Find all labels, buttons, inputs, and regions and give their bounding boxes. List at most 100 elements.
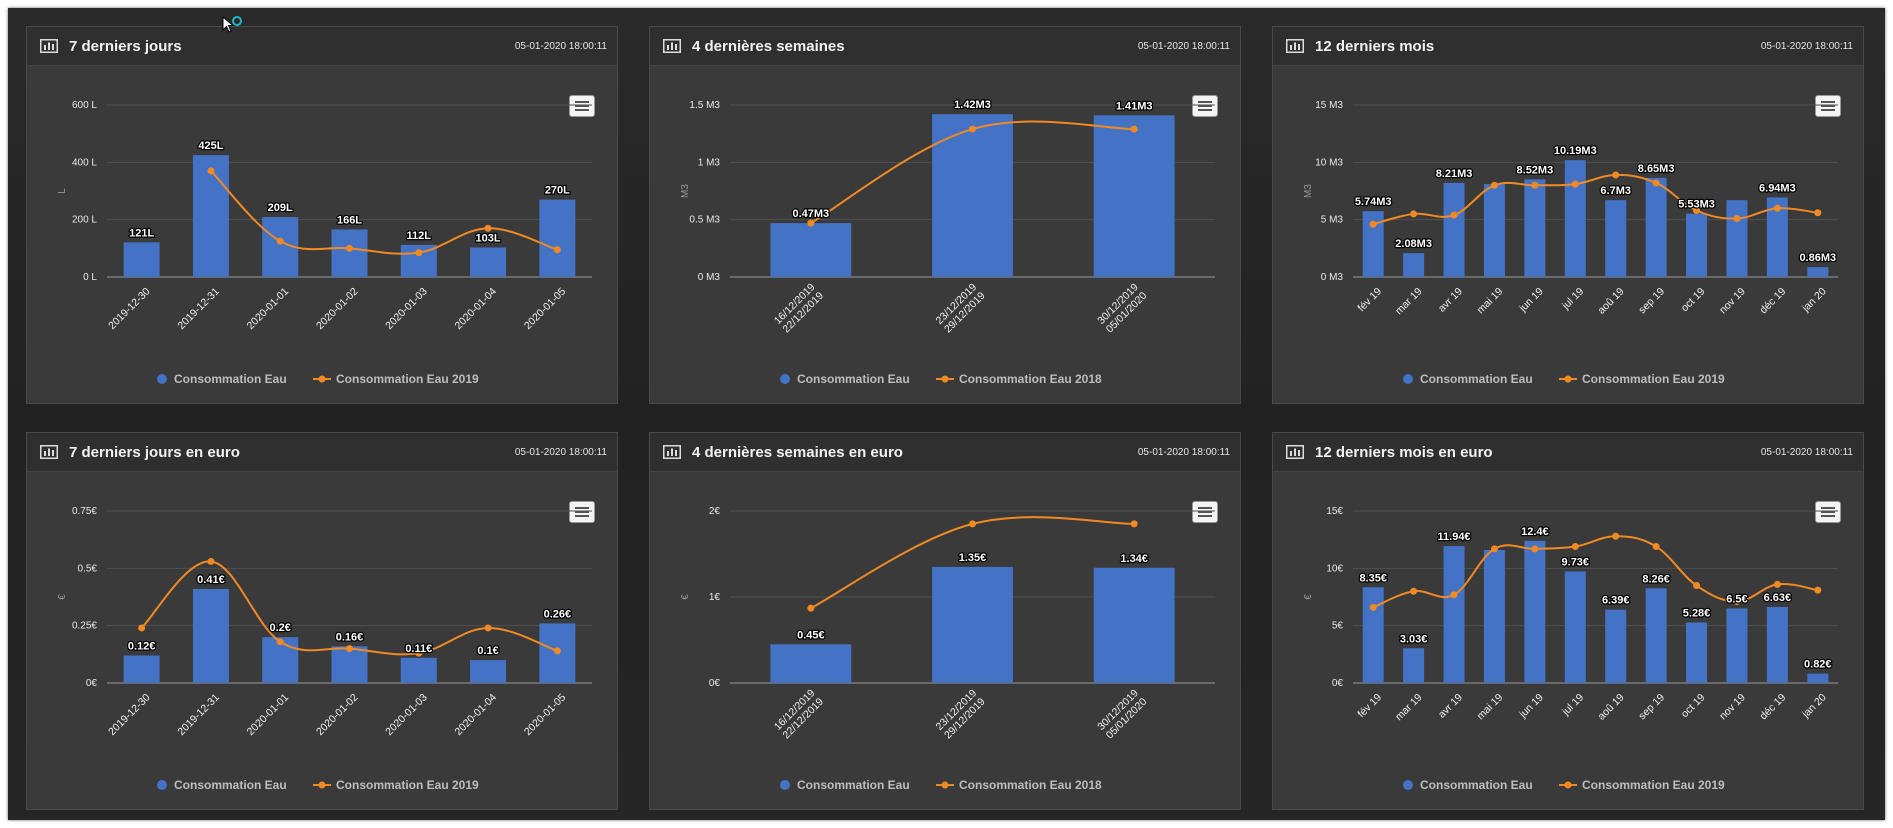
- bar: [1726, 200, 1748, 277]
- svg-text:avr 19: avr 19: [1436, 285, 1465, 314]
- bar: [470, 660, 507, 683]
- svg-text:2020-01-05: 2020-01-05: [522, 285, 569, 332]
- line-point: [1130, 125, 1138, 133]
- series-line: [1372, 173, 1818, 226]
- svg-text:nov 19: nov 19: [1717, 691, 1748, 722]
- svg-text:2020-01-04: 2020-01-04: [453, 691, 500, 738]
- legend-bar-swatch: [780, 374, 790, 384]
- bar: [400, 657, 437, 683]
- hamburger-menu-icon[interactable]: [1815, 501, 1841, 523]
- legend-item-label[interactable]: Consommation Eau 2019: [1582, 372, 1725, 386]
- x-tick-label: sep 19: [1636, 691, 1667, 722]
- data-label: 9.73€: [1562, 556, 1590, 568]
- line-point: [415, 249, 423, 257]
- data-label: 0.86M3: [1799, 252, 1836, 264]
- hamburger-menu-icon[interactable]: [569, 95, 595, 117]
- x-tick-label: 2020-01-03: [383, 691, 430, 738]
- chart: 0€ 1€ 2€ €0.45€ 1.35€ 1.34€ 16/12/201922/12/20…: [680, 506, 1215, 792]
- line-point: [1410, 587, 1418, 595]
- y-tick-label: 10 M3: [1315, 157, 1343, 168]
- hamburger-menu-icon[interactable]: [569, 501, 595, 523]
- y-tick-label: 15€: [1326, 506, 1343, 517]
- x-tick-label: sep 19: [1636, 285, 1667, 316]
- hamburger-menu-icon[interactable]: [1815, 95, 1841, 117]
- chart-panel: 4 dernières semaines 05-01-2020 18:00:11 0…: [649, 26, 1241, 404]
- bar: [1093, 115, 1175, 277]
- line-point: [484, 624, 492, 632]
- y-tick-label: 0€: [1332, 678, 1344, 689]
- x-tick-label: 2020-01-01: [245, 691, 292, 738]
- legend-bar-swatch: [1403, 374, 1413, 384]
- legend-item-label[interactable]: Consommation Eau: [1420, 372, 1533, 386]
- legend: Consommation Eau Consommation Eau 2019: [157, 372, 479, 386]
- legend-line-marker: [1564, 781, 1572, 789]
- bar: [1766, 197, 1788, 277]
- line-point: [1450, 211, 1458, 219]
- legend-item-label[interactable]: Consommation Eau: [174, 372, 287, 386]
- legend-item-label[interactable]: Consommation Eau: [797, 778, 910, 792]
- x-tick-label: nov 19: [1717, 285, 1748, 316]
- y-tick-label: 10€: [1326, 563, 1343, 574]
- legend-item-label[interactable]: Consommation Eau 2019: [336, 372, 479, 386]
- legend-item-label[interactable]: Consommation Eau 2018: [959, 372, 1102, 386]
- line-point: [1410, 210, 1418, 218]
- y-tick-label: 15 M3: [1315, 100, 1343, 111]
- x-tick-label: mai 19: [1475, 285, 1506, 316]
- chart: 0€ 5€ 10€ 15€ €8.35€ 3.03€ 11.94€ 12.4€ 9.73€ 6.3…: [1303, 506, 1838, 792]
- panel-timestamp: 05-01-2020 18:00:11: [1760, 41, 1853, 52]
- panel-timestamp: 05-01-2020 18:00:11: [1137, 41, 1230, 52]
- line-point: [207, 167, 215, 175]
- bar: [192, 155, 229, 277]
- svg-text:déc 19: déc 19: [1758, 691, 1789, 722]
- bar: [1807, 267, 1829, 277]
- data-label: 103L: [476, 232, 501, 244]
- bar: [770, 644, 852, 683]
- chart: 0 M3 0.5 M3 1 M3 1.5 M3 M3 0.47M3 1.42M3 1.41M3…: [680, 98, 1215, 386]
- legend-item-label[interactable]: Consommation Eau 2019: [336, 778, 479, 792]
- bar: [1686, 213, 1708, 277]
- legend: Consommation Eau Consommation Eau 2018: [780, 372, 1102, 386]
- data-label: 0.2€: [270, 622, 291, 634]
- legend-line-marker: [941, 375, 949, 383]
- y-tick-label: 200 L: [72, 215, 97, 226]
- line-point: [1733, 215, 1741, 223]
- bar: [470, 247, 507, 277]
- bar: [1483, 549, 1505, 683]
- y-axis-label: L: [57, 188, 68, 194]
- legend-item-label[interactable]: Consommation Eau: [1420, 778, 1533, 792]
- legend-item-label[interactable]: Consommation Eau 2018: [959, 778, 1102, 792]
- data-label: 8.21M3: [1436, 168, 1473, 180]
- legend-item-label[interactable]: Consommation Eau: [797, 372, 910, 386]
- line-point: [1652, 543, 1660, 551]
- y-axis-label: €: [680, 594, 691, 600]
- svg-text:2020-01-04: 2020-01-04: [453, 285, 500, 332]
- data-label: 0.12€: [128, 640, 156, 652]
- svg-text:fév 19: fév 19: [1355, 691, 1384, 720]
- line-point: [969, 125, 976, 133]
- y-tick-label: 5€: [1332, 621, 1344, 632]
- x-tick-label: 2019-12-31: [175, 691, 222, 738]
- hamburger-menu-icon[interactable]: [1192, 501, 1218, 523]
- x-tick-label: déc 19: [1758, 285, 1789, 316]
- x-tick-label: mar 19: [1393, 285, 1425, 317]
- svg-text:aoû 19: aoû 19: [1595, 285, 1626, 316]
- svg-text:avr 19: avr 19: [1436, 691, 1465, 720]
- legend-item-label[interactable]: Consommation Eau 2019: [1582, 778, 1725, 792]
- legend-item-label[interactable]: Consommation Eau: [174, 778, 287, 792]
- svg-text:jul 19: jul 19: [1559, 285, 1586, 312]
- data-label: 12.4€: [1521, 526, 1549, 538]
- y-axis-label: €: [1303, 594, 1314, 600]
- line-point: [1571, 543, 1579, 551]
- bar: [1483, 184, 1505, 277]
- line-point: [807, 219, 815, 227]
- bar: [1726, 608, 1748, 683]
- hamburger-menu-icon[interactable]: [1192, 95, 1218, 117]
- chart: 0 L 200 L 400 L 600 L L 121L 425L 209L 166L 112L 1…: [57, 100, 592, 386]
- chart: 0€ 0.25€ 0.5€ 0.75€ €0.12€ 0.41€ 0.2€ 0.16€ 0.11…: [57, 506, 592, 792]
- x-tick-label: 2020-01-05: [522, 691, 569, 738]
- x-tick-label: jul 19: [1559, 285, 1586, 312]
- line-point: [1693, 206, 1701, 214]
